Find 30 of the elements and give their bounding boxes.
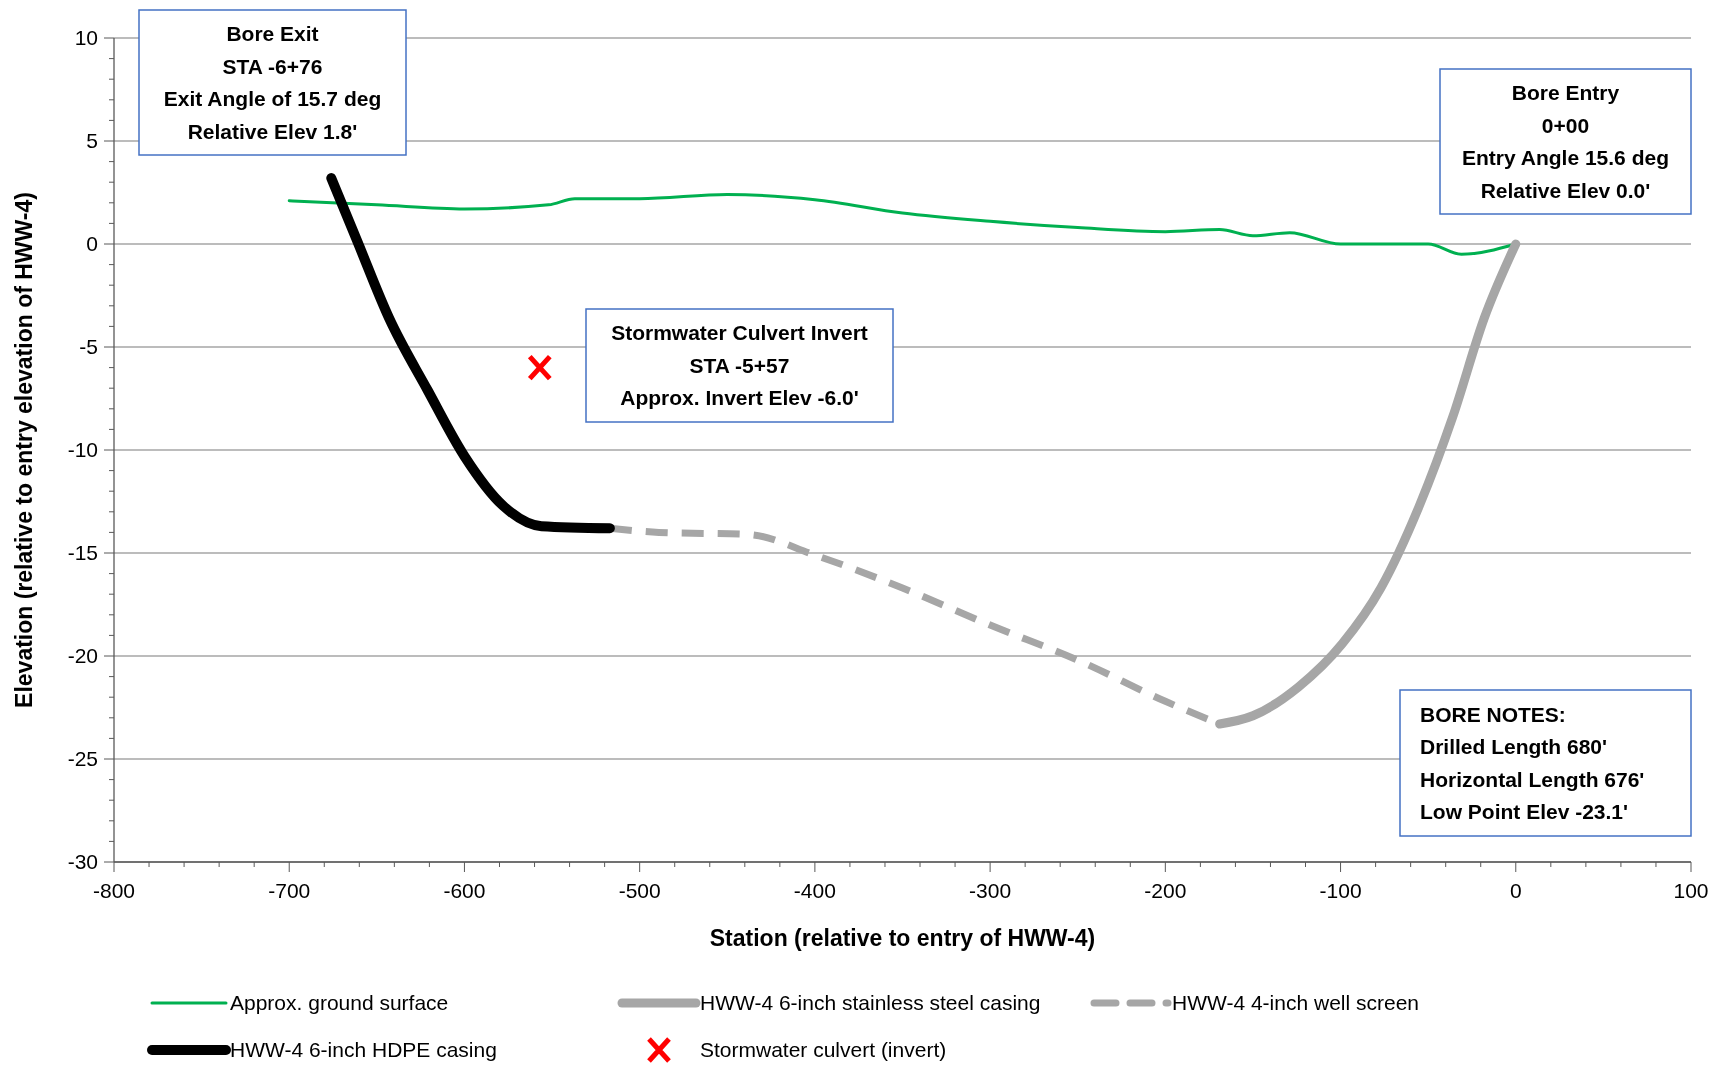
- x-tick-label: -400: [793, 879, 836, 902]
- legend-label: HWW-4 6-inch HDPE casing: [230, 1038, 497, 1062]
- y-tick-label: 0: [86, 232, 98, 256]
- y-axis-title: Elevation (relative to entry elevation of HWW-4): [11, 192, 37, 708]
- x-tick-label: -700: [268, 879, 311, 902]
- annotation: Bore Entry 0+00 Entry Angle 15.6 deg Relative Elev 0.0': [1462, 81, 1669, 202]
- annotation: Bore Exit STA -6+76 Exit Angle of 15.7 deg Relative Elev 1.8': [163, 22, 382, 143]
- y-tick-label: -10: [67, 438, 98, 462]
- x-tick-label: -800: [92, 879, 136, 902]
- annotation: BORE NOTES: Drilled Length 680' Horizontal Length 676' Low Point Elev -23.1': [1420, 702, 1645, 824]
- y-tick-label: 10: [74, 26, 98, 50]
- y-tick-label: -30: [67, 850, 98, 874]
- legend-label: Stormwater culvert (invert): [700, 1038, 947, 1062]
- x-axis-title: Station (relative to entry of HWW-4): [709, 925, 1096, 951]
- x-tick-label: -600: [443, 879, 486, 902]
- y-tick-label: -5: [79, 335, 98, 359]
- y-tick-label: -25: [67, 747, 98, 771]
- x-tick-label: -100: [1319, 879, 1362, 902]
- y-tick-label: -15: [67, 541, 98, 565]
- legend-label: HWW-4 4-inch well screen: [1172, 991, 1420, 1015]
- annotation: Stormwater Culvert Invert STA -5+57 Approx. Invert Elev -6.0': [611, 321, 868, 410]
- x-tick-label: -300: [969, 879, 1012, 902]
- y-tick-label: -20: [67, 644, 98, 668]
- x-tick-label: -500: [618, 879, 661, 902]
- x-tick-label: -200: [1144, 879, 1187, 902]
- x-tick-label: 100: [1673, 879, 1709, 902]
- legend-label: HWW-4 6-inch stainless steel casing: [700, 991, 1041, 1015]
- x-tick-label: 0: [1509, 879, 1522, 902]
- legend-label: Approx. ground surface: [230, 991, 449, 1015]
- y-tick-label: 5: [86, 129, 98, 153]
